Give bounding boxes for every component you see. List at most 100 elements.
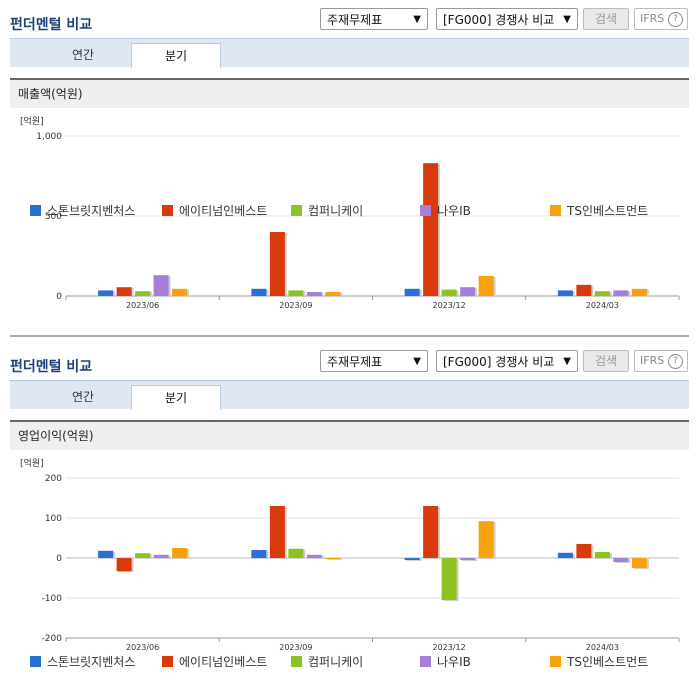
- legend-item[interactable]: 컴퍼니케이: [291, 655, 363, 669]
- legend-label: TS인베스트먼트: [567, 655, 649, 669]
- x-tick-label: 2024/03: [586, 301, 619, 310]
- bar: [288, 290, 304, 296]
- legend-swatch: [162, 656, 173, 667]
- bar: [172, 288, 188, 296]
- bar: [116, 558, 132, 572]
- legend-swatch: [291, 656, 302, 667]
- ifrs-label: IFRS: [640, 12, 665, 25]
- legend-swatch: [420, 656, 431, 667]
- compare-select-value: [FG000] 경쟁사 비교: [443, 355, 555, 369]
- legend-label: 나우IB: [437, 204, 471, 218]
- x-tick-label: 2023/09: [279, 643, 312, 652]
- legend-item[interactable]: 에이티넘인베스트: [162, 655, 267, 669]
- ifrs-button[interactable]: IFRS ?: [634, 8, 688, 30]
- unit-label: [억원]: [20, 457, 44, 469]
- y-tick-label: -200: [42, 634, 63, 644]
- bar-shadow: [327, 559, 343, 560]
- statement-select[interactable]: 주재무제표 ▼: [320, 8, 428, 30]
- bar: [135, 291, 151, 296]
- legend-swatch: [550, 656, 561, 667]
- bar: [404, 558, 420, 560]
- search-button[interactable]: 검색: [583, 8, 629, 30]
- panel-header: 펀더멘털 비교 주재무제표 ▼ [FG000] 경쟁사 비교 ▼ 검색 IFRS…: [0, 342, 696, 378]
- bar: [594, 291, 610, 296]
- legend-label: 에이티넘인베스트: [179, 204, 268, 218]
- bar: [478, 276, 494, 296]
- panel-title: 펀더멘털 비교: [10, 17, 93, 33]
- ifrs-button[interactable]: IFRS ?: [634, 350, 688, 372]
- bar: [631, 558, 647, 568]
- statement-select-value: 주재무제표: [327, 13, 383, 27]
- bar: [613, 558, 629, 562]
- bar: [576, 284, 592, 296]
- legend-label: 스톤브릿지벤처스: [47, 655, 136, 669]
- bar: [288, 548, 304, 558]
- help-icon[interactable]: ?: [668, 354, 683, 369]
- legend-label: 스톤브릿지벤처스: [47, 204, 136, 218]
- chevron-down-icon: ▼: [563, 14, 571, 25]
- bar: [460, 558, 476, 560]
- bar: [153, 554, 169, 558]
- legend-swatch: [291, 205, 302, 216]
- bar: [404, 288, 420, 296]
- bar: [269, 506, 285, 558]
- bar: [557, 552, 573, 558]
- period-tabs: 연간 분기: [10, 38, 689, 68]
- legend-item[interactable]: TS인베스트먼트: [550, 655, 648, 669]
- legend-item[interactable]: 스톤브릿지벤처스: [30, 655, 135, 669]
- compare-select[interactable]: [FG000] 경쟁사 비교 ▼: [436, 8, 578, 30]
- bar: [325, 558, 341, 559]
- bar: [441, 558, 457, 600]
- compare-select[interactable]: [FG000] 경쟁사 비교 ▼: [436, 350, 578, 372]
- chevron-down-icon: ▼: [413, 14, 421, 25]
- legend-item[interactable]: 나우IB: [420, 655, 471, 669]
- bar: [557, 290, 573, 296]
- panel-title: 펀더멘털 비교: [10, 359, 93, 375]
- period-tabs: 연간 분기: [10, 380, 689, 410]
- bar: [135, 553, 151, 558]
- section-title: 영업이익(억원): [10, 420, 689, 450]
- x-tick-label: 2023/12: [433, 643, 466, 652]
- y-tick-label: 500: [45, 212, 62, 222]
- x-tick-label: 2023/09: [279, 301, 312, 310]
- legend-item[interactable]: TS인베스트먼트: [550, 204, 648, 218]
- help-icon[interactable]: ?: [668, 12, 683, 27]
- x-tick-label: 2023/06: [126, 301, 159, 310]
- tab-quarter[interactable]: 분기: [131, 385, 221, 410]
- legend-item[interactable]: 에이티넘인베스트: [162, 204, 267, 218]
- revenue-chart: [억원] 0 500 1,000 2023/06 2023/09 2023/12 2024/0…: [20, 115, 680, 310]
- bar: [116, 287, 132, 296]
- bar: [460, 287, 476, 296]
- divider: [10, 335, 689, 337]
- legend-item[interactable]: 컴퍼니케이: [291, 204, 363, 218]
- bar: [441, 289, 457, 296]
- tab-annual[interactable]: 연간: [71, 390, 95, 404]
- statement-select[interactable]: 주재무제표 ▼: [320, 350, 428, 372]
- x-tick-label: 2024/03: [586, 643, 619, 652]
- bar: [478, 521, 494, 558]
- ifrs-label: IFRS: [640, 354, 665, 367]
- x-tick-label: 2023/12: [433, 301, 466, 310]
- y-tick-label: 0: [56, 292, 62, 302]
- legend-item[interactable]: 나우IB: [420, 204, 471, 218]
- tab-quarter[interactable]: 분기: [131, 43, 221, 68]
- bar: [153, 275, 169, 296]
- y-tick-label: 200: [45, 474, 62, 484]
- legend-label: 컴퍼니케이: [308, 204, 364, 218]
- legend-swatch: [550, 205, 561, 216]
- bar: [172, 548, 188, 558]
- y-tick-label: 100: [45, 514, 62, 524]
- legend-label: 에이티넘인베스트: [179, 655, 268, 669]
- compare-select-value: [FG000] 경쟁사 비교: [443, 13, 555, 27]
- chart-legend: 스톤브릿지벤처스 에이티넘인베스트 컴퍼니케이 나우IB TS인베스트먼트: [30, 655, 690, 671]
- legend-item[interactable]: 스톤브릿지벤처스: [30, 204, 135, 218]
- legend-label: 컴퍼니케이: [308, 655, 364, 669]
- bar: [306, 292, 322, 296]
- legend-swatch: [420, 205, 431, 216]
- bar: [98, 550, 114, 558]
- search-button[interactable]: 검색: [583, 350, 629, 372]
- chevron-down-icon: ▼: [413, 356, 421, 367]
- chart-legend: 스톤브릿지벤처스 에이티넘인베스트 컴퍼니케이 나우IB TS인베스트먼트: [30, 204, 690, 220]
- tab-annual[interactable]: 연간: [71, 48, 95, 62]
- fundamental-panel-operating-profit: 펀더멘털 비교 주재무제표 ▼ [FG000] 경쟁사 비교 ▼ 검색 IFRS…: [0, 342, 696, 684]
